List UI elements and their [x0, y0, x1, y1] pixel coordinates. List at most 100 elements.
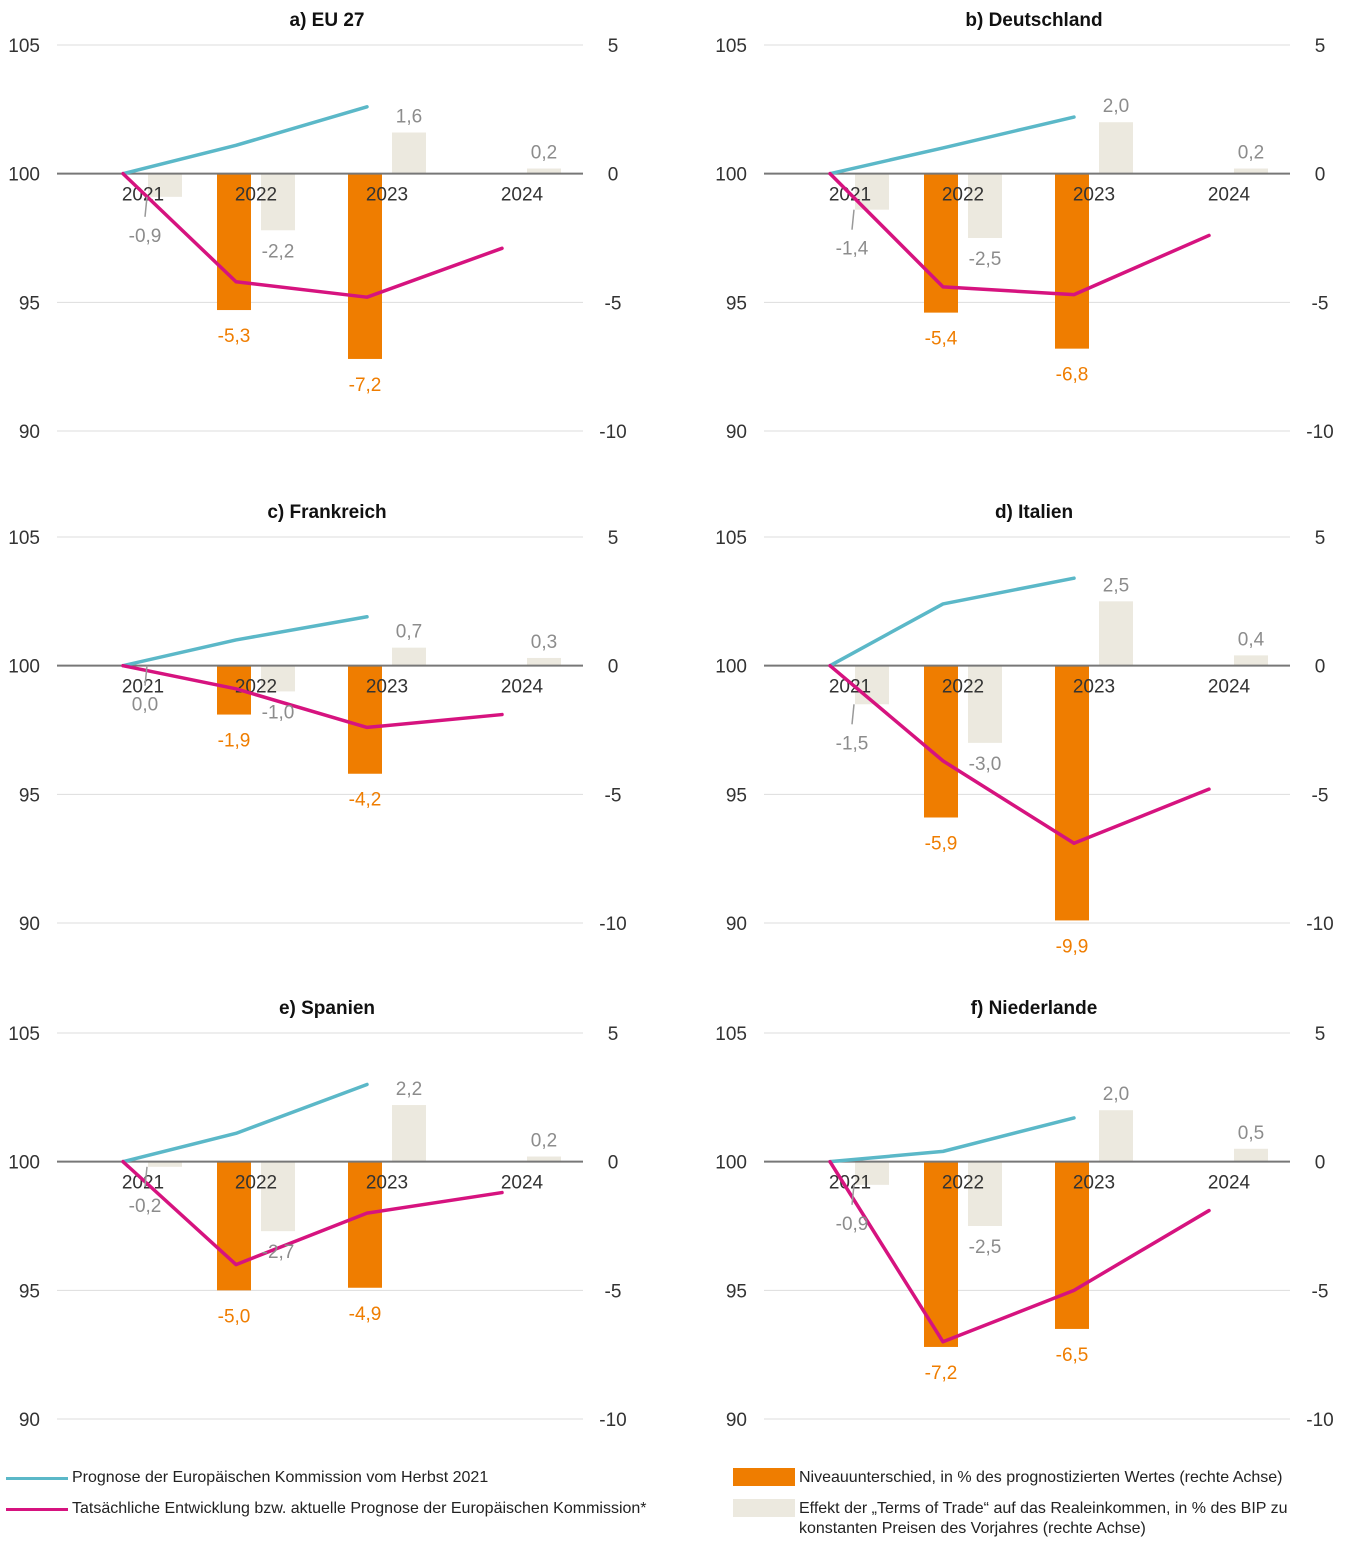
- x-tick-label: 2022: [942, 185, 984, 206]
- left-tick-label: 95: [726, 293, 747, 314]
- left-tick-label: 90: [726, 914, 747, 935]
- tot-bar: [392, 1105, 426, 1162]
- tot-bar: [527, 1156, 561, 1162]
- tot-label: 2,5: [1103, 575, 1129, 596]
- x-tick-label: 2024: [1208, 677, 1251, 698]
- tot-bar: [1234, 1148, 1268, 1162]
- niveau-label: -4,9: [349, 1304, 382, 1325]
- left-tick-label: 105: [715, 528, 747, 549]
- tot-label: -0,2: [129, 1196, 162, 1217]
- legend-label-actual: Tatsächliche Entwicklung bzw. aktuelle P…: [72, 1500, 647, 1517]
- niveau-bar: [1055, 665, 1089, 921]
- left-tick-label: 90: [726, 1410, 747, 1431]
- actual-line: [828, 171, 1211, 297]
- niveau-label: -6,5: [1056, 1345, 1089, 1366]
- left-tick-label: 95: [19, 1281, 40, 1302]
- left-tick-label: 90: [726, 422, 747, 443]
- x-tick-label: 2022: [235, 1173, 277, 1194]
- right-tick-label: 5: [608, 528, 619, 549]
- right-tick-label: 0: [608, 165, 619, 186]
- left-tick-label: 95: [726, 1281, 747, 1302]
- right-tick-label: 5: [1315, 36, 1326, 57]
- legend-label-tot-line1: Effekt der „Terms of Trade“ auf das Real…: [799, 1500, 1288, 1517]
- tot-bar: [261, 1161, 295, 1232]
- niveau-bar: [924, 665, 958, 818]
- prognose-line: [828, 1116, 1076, 1164]
- chart-title: c) Frankreich: [267, 502, 386, 523]
- left-tick-label: 90: [19, 422, 40, 443]
- actual-line: [121, 1159, 504, 1267]
- legend-swatch-prognose: [6, 1477, 68, 1480]
- right-tick-label: -5: [1312, 1281, 1329, 1302]
- niveau-label: -5,3: [218, 326, 251, 347]
- tot-leader-line: [851, 1184, 855, 1205]
- chart-panel-5: e) Spanien 105 100 95 90 5 0 -5 -10 2021 2022 2023 2…: [8, 998, 626, 1431]
- left-tick-label: 100: [8, 165, 40, 186]
- actual-line: [828, 663, 1211, 845]
- left-tick-label: 90: [19, 1410, 40, 1431]
- left-tick-label: 95: [19, 785, 40, 806]
- legend-swatch-niveau: [733, 1468, 795, 1486]
- right-tick-label: -5: [1312, 293, 1329, 314]
- x-tick-label: 2023: [366, 677, 408, 698]
- x-tick-label: 2022: [942, 1173, 984, 1194]
- right-tick-label: -5: [1312, 785, 1329, 806]
- right-tick-label: -10: [599, 422, 626, 443]
- niveau-label: -7,2: [925, 1363, 958, 1384]
- niveau-bar: [217, 1161, 251, 1291]
- tot-bar: [1234, 655, 1268, 666]
- actual-line: [828, 1159, 1211, 1344]
- prognose-line: [828, 115, 1076, 176]
- legend-swatch-tot: [733, 1499, 795, 1517]
- chart-title: a) EU 27: [290, 10, 365, 31]
- actual-line: [121, 171, 504, 299]
- x-tick-label: 2024: [501, 1173, 544, 1194]
- prognose-line: [828, 576, 1076, 668]
- tot-label: -2,7: [262, 1242, 295, 1263]
- tot-label: 0,2: [531, 1131, 557, 1152]
- niveau-bar: [217, 173, 251, 311]
- tot-label: -2,5: [969, 249, 1002, 270]
- niveau-bar: [1055, 173, 1089, 349]
- niveau-label: -5,0: [218, 1306, 251, 1327]
- actual-line: [121, 663, 504, 730]
- tot-leader-line: [144, 196, 148, 217]
- tot-bar: [968, 173, 1002, 238]
- tot-label: 2,0: [1103, 1084, 1129, 1105]
- left-tick-label: 105: [715, 1024, 747, 1045]
- tot-label: 2,2: [396, 1079, 422, 1100]
- niveau-bar: [1055, 1161, 1089, 1329]
- left-tick-label: 105: [8, 1024, 40, 1045]
- niveau-label: -5,4: [925, 329, 958, 350]
- prognose-line: [121, 615, 369, 668]
- tot-leader-line: [144, 1166, 148, 1187]
- niveau-bar: [348, 173, 382, 359]
- tot-label: 0,5: [1238, 1123, 1264, 1144]
- prognose-line: [121, 1082, 369, 1164]
- tot-bar: [855, 1161, 889, 1185]
- right-tick-label: -5: [605, 785, 622, 806]
- right-tick-label: -10: [1306, 914, 1333, 935]
- tot-bar: [1099, 601, 1133, 666]
- chart-title: b) Deutschland: [965, 10, 1102, 31]
- tot-bar: [261, 173, 295, 231]
- right-tick-label: -10: [599, 1410, 626, 1431]
- niveau-bar: [924, 173, 958, 313]
- tot-bar: [968, 665, 1002, 743]
- prognose-line: [121, 105, 369, 176]
- tot-label: -1,5: [836, 733, 869, 754]
- niveau-label: -7,2: [349, 375, 382, 396]
- chart-title: e) Spanien: [279, 998, 375, 1019]
- niveau-label: -6,8: [1056, 365, 1089, 386]
- tot-bar: [392, 132, 426, 174]
- right-tick-label: 5: [608, 1024, 619, 1045]
- niveau-bar: [924, 1161, 958, 1347]
- x-tick-label: 2023: [366, 185, 408, 206]
- right-tick-label: -5: [605, 293, 622, 314]
- right-tick-label: 5: [1315, 1024, 1326, 1045]
- x-tick-label: 2024: [501, 185, 544, 206]
- tot-label: 2,0: [1103, 96, 1129, 117]
